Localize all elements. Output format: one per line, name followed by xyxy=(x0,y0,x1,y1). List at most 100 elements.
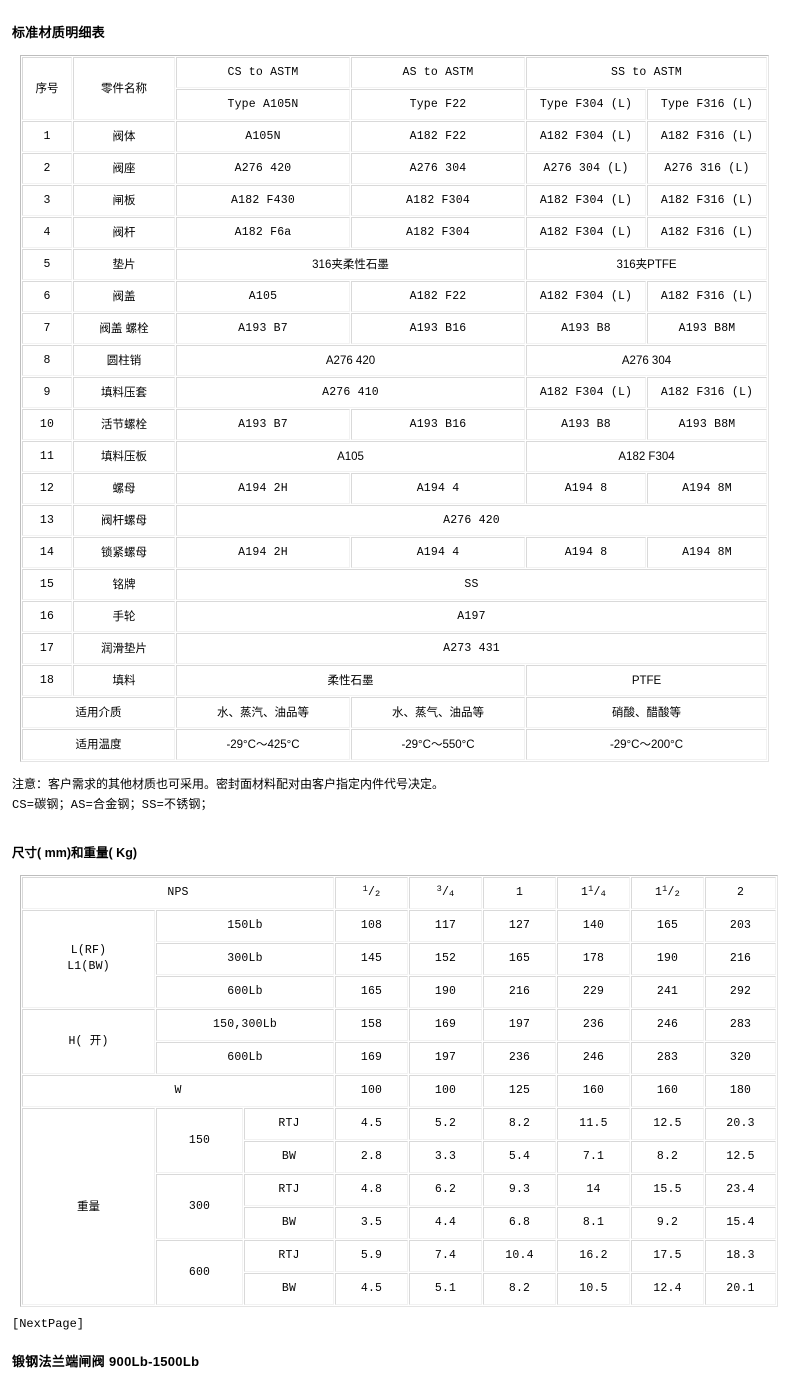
header-type-cs: Type A105N xyxy=(176,89,350,120)
cell-weight-end-type: BW xyxy=(244,1273,334,1305)
cell-span-all: SS xyxy=(176,569,768,600)
cell-value: 4.4 xyxy=(409,1207,482,1239)
cell-value: 169 xyxy=(409,1009,482,1041)
cell-seq: 11 xyxy=(22,441,72,472)
header-type-ss316: Type F316 (L) xyxy=(647,89,768,120)
cell-value: 158 xyxy=(335,1009,408,1041)
weight-row: 600 RTJ 5.9 7.4 10.4 16.2 17.5 18.3 xyxy=(22,1240,776,1305)
cell-ss316: A182 F316 (L) xyxy=(647,185,768,216)
header-nps: NPS xyxy=(22,877,334,909)
cell-part-name: 填料压板 xyxy=(73,441,175,472)
cell-summary-ss: 硝酸、醋酸等 xyxy=(526,697,768,728)
cell-seq: 7 xyxy=(22,313,72,344)
header-group-ss: SS to ASTM xyxy=(526,57,768,88)
cell-rating-label: 600Lb xyxy=(156,1042,334,1074)
cell-value: 9.3 xyxy=(483,1174,556,1206)
cell-seq: 14 xyxy=(22,537,72,568)
cell-value: 283 xyxy=(705,1009,776,1041)
cell-w-label: W xyxy=(22,1075,334,1107)
cell-rating-label: 600Lb xyxy=(156,976,334,1008)
weight-row: 300 RTJ 4.8 6.2 9.3 14 15.5 23.4 xyxy=(22,1174,776,1239)
cell-value: 292 xyxy=(705,976,776,1008)
cell-value: 4.8 xyxy=(335,1174,408,1206)
cell-value: 100 xyxy=(409,1075,482,1107)
materials-row: 3 闸板 A182 F430 A182 F304 A182 F304 (L) A182 F… xyxy=(22,185,768,216)
cell-seq: 5 xyxy=(22,249,72,280)
cell-value: 169 xyxy=(335,1042,408,1074)
materials-row: 16 手轮 A197 xyxy=(22,601,768,632)
cell-as: A182 F304 xyxy=(351,185,525,216)
header-nps-size: 2 xyxy=(705,877,776,909)
cell-part-name: 阀座 xyxy=(73,153,175,184)
header-nps-size: 11/4 xyxy=(557,877,630,909)
cell-value: 152 xyxy=(409,943,482,975)
cell-value: 11.5 xyxy=(557,1108,630,1140)
cell-value: 160 xyxy=(557,1075,630,1107)
cell-value: 10.4 xyxy=(483,1240,556,1272)
materials-row: 4 阀杆 A182 F6a A182 F304 A182 F304 (L) A182 F3… xyxy=(22,217,768,248)
cell-value: 100 xyxy=(335,1075,408,1107)
cell-as: A194 4 xyxy=(351,537,525,568)
cell-seq: 4 xyxy=(22,217,72,248)
cell-span-cs-as: A276 410 xyxy=(176,377,525,408)
cell-summary-as: 水、蒸气、油品等 xyxy=(351,697,525,728)
cell-span-ss: A276 304 xyxy=(526,345,768,376)
cell-value: 6.2 xyxy=(409,1174,482,1206)
cell-seq: 9 xyxy=(22,377,72,408)
cell-cs: A193 B7 xyxy=(176,409,350,440)
cell-value: 17.5 xyxy=(631,1240,704,1272)
cell-value: 140 xyxy=(557,910,630,942)
cell-part-name: 填料 xyxy=(73,665,175,696)
cell-value: 3.5 xyxy=(335,1207,408,1239)
materials-row: 17 润滑垫片 A273 431 xyxy=(22,633,768,664)
cell-value: 14 xyxy=(557,1174,630,1206)
cell-rating-label: 300Lb xyxy=(156,943,334,975)
cell-weight-label: 重量 xyxy=(22,1108,155,1305)
materials-row: 10 活节螺栓 A193 B7 A193 B16 A193 B8 A193 B8M xyxy=(22,409,768,440)
header-type-as: Type F22 xyxy=(351,89,525,120)
materials-table-body: 序号 零件名称 CS to ASTM AS to ASTM SS to ASTM Type… xyxy=(22,57,768,760)
cell-as: A182 F304 xyxy=(351,217,525,248)
dimensions-row: 300Lb 145 152 165 178 190 216 xyxy=(22,943,776,975)
cell-ss304: A194 8 xyxy=(526,473,646,504)
cell-weight-rating: 150 xyxy=(156,1108,243,1173)
cell-part-name: 阀盖 xyxy=(73,281,175,312)
cell-value: 320 xyxy=(705,1042,776,1074)
cell-value: 20.3 xyxy=(705,1108,776,1140)
cell-value: 108 xyxy=(335,910,408,942)
materials-summary-row: 适用温度 -29°C～425°C -29°C～550°C -29°C～200°C xyxy=(22,729,768,760)
dimensions-table-body: NPS 1/2 3/4 1 11/4 11/2 2 L(RF) L1(BW) 150Lb 108 11… xyxy=(22,877,776,1305)
cell-part-name: 铭牌 xyxy=(73,569,175,600)
cell-summary-as: -29°C～550°C xyxy=(351,729,525,760)
cell-value: 165 xyxy=(631,910,704,942)
cell-value: 15.5 xyxy=(631,1174,704,1206)
cell-value: 203 xyxy=(705,910,776,942)
cell-as: A193 B16 xyxy=(351,409,525,440)
nextpage-marker: [NextPage] xyxy=(12,1317,85,1331)
page-title: 标准材质明细表 xyxy=(12,25,106,40)
cell-value: 236 xyxy=(483,1042,556,1074)
cell-value: 8.2 xyxy=(483,1273,556,1305)
cell-ss304: A182 F304 (L) xyxy=(526,281,646,312)
header-part-name: 零件名称 xyxy=(73,57,175,120)
materials-row: 11 填料压板 A105 A182 F304 xyxy=(22,441,768,472)
cell-ss316: A193 B8M xyxy=(647,409,768,440)
cell-seq: 6 xyxy=(22,281,72,312)
cell-ss304: A182 F304 (L) xyxy=(526,377,646,408)
weight-row: BW 4.5 5.1 8.2 10.5 12.4 20.1 xyxy=(22,1273,776,1305)
cell-as: A194 4 xyxy=(351,473,525,504)
cell-span-ss: 316夹PTFE xyxy=(526,249,768,280)
cell-span-cs-as: 柔性石墨 xyxy=(176,665,525,696)
cell-cs: A276 420 xyxy=(176,153,350,184)
cell-cs: A105N xyxy=(176,121,350,152)
cell-value: 229 xyxy=(557,976,630,1008)
materials-summary-row: 适用介质 水、蒸汽、油品等 水、蒸气、油品等 硝酸、醋酸等 xyxy=(22,697,768,728)
cell-group-label: H( 开) xyxy=(22,1009,155,1074)
cell-cs: A182 F430 xyxy=(176,185,350,216)
cell-value: 4.5 xyxy=(335,1108,408,1140)
header-seq: 序号 xyxy=(22,57,72,120)
cell-seq: 16 xyxy=(22,601,72,632)
cell-value: 178 xyxy=(557,943,630,975)
cell-value: 5.4 xyxy=(483,1141,556,1173)
cell-seq: 18 xyxy=(22,665,72,696)
